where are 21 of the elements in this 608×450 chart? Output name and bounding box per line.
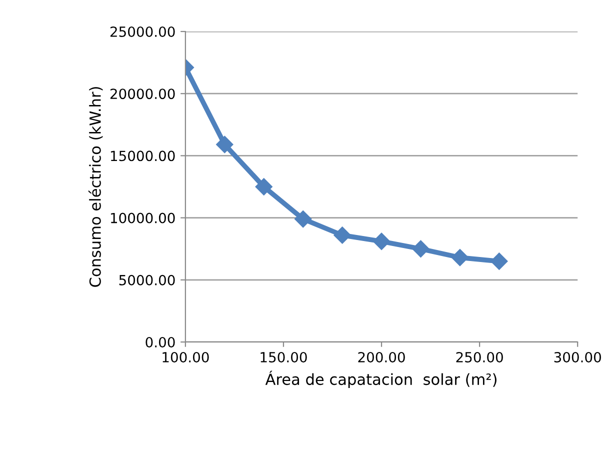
x-tick-label: 150.00 [260, 352, 307, 362]
y-tick-label: 10000.00 [110, 212, 175, 224]
y-tick-label: 0.00 [146, 336, 175, 348]
point [255, 178, 272, 196]
y-tick-label: 25000.00 [110, 26, 175, 37]
x-tick-label: 250.00 [456, 352, 503, 362]
point [294, 210, 312, 228]
y-tick-label: 20000.00 [110, 88, 175, 100]
x-tick-label: 200.00 [358, 352, 405, 362]
y-tick-label: 5000.00 [119, 274, 175, 286]
x-tick-label: 100.00 [162, 352, 209, 362]
x-axis-title: Área de capatacion solar (m²) [265, 370, 496, 388]
point [372, 232, 390, 250]
x-tick-label: 300.00 [554, 352, 601, 362]
point [216, 136, 234, 154]
y-axis-title: Consumo eléctrico (kW.hr) [88, 87, 103, 287]
point [412, 240, 430, 258]
point [490, 252, 508, 270]
y-tick-label: 15000.00 [110, 150, 175, 162]
point [451, 248, 469, 266]
point [334, 226, 351, 244]
